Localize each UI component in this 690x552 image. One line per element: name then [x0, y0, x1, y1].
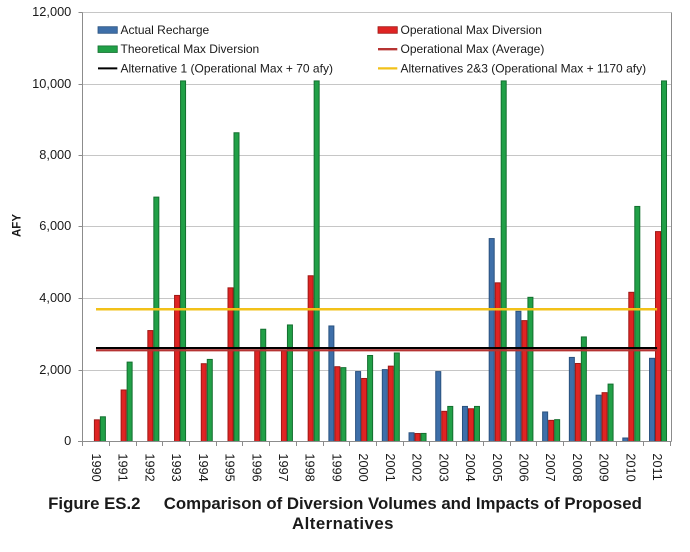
svg-text:Actual Recharge: Actual Recharge: [121, 23, 210, 37]
svg-text:1999: 1999: [329, 453, 343, 481]
svg-text:Alternatives 2&3 (Operational: Alternatives 2&3 (Operational Max + 1170…: [401, 61, 647, 75]
svg-text:2003: 2003: [436, 453, 450, 481]
svg-text:2011: 2011: [650, 453, 664, 480]
svg-text:2001: 2001: [383, 453, 397, 481]
svg-text:1995: 1995: [223, 453, 237, 481]
svg-text:2005: 2005: [490, 453, 504, 481]
svg-text:1996: 1996: [249, 453, 263, 481]
svg-text:2010: 2010: [623, 453, 637, 481]
svg-text:2002: 2002: [410, 453, 424, 481]
svg-text:1998: 1998: [303, 453, 317, 481]
svg-text:1991: 1991: [116, 453, 130, 481]
svg-text:AFY: AFY: [12, 214, 24, 237]
svg-text:1997: 1997: [276, 453, 290, 481]
svg-text:Figure ES.2 Comparison of: Figure ES.2 Comparison of Diversion Volu…: [48, 494, 642, 513]
svg-text:0: 0: [64, 433, 71, 448]
svg-text:12,000: 12,000: [32, 4, 71, 19]
svg-text:2004: 2004: [463, 453, 477, 481]
svg-text:1992: 1992: [142, 453, 156, 481]
svg-text:Alternatives: Alternatives: [292, 514, 394, 533]
svg-text:2006: 2006: [517, 453, 531, 481]
svg-text:Theoretical Max Diversion: Theoretical Max Diversion: [121, 42, 260, 56]
svg-text:8,000: 8,000: [39, 147, 71, 162]
svg-text:4,000: 4,000: [39, 290, 71, 305]
svg-text:2007: 2007: [543, 453, 557, 481]
svg-text:10,000: 10,000: [32, 76, 71, 91]
svg-text:Operational Max (Average): Operational Max (Average): [401, 42, 545, 56]
svg-text:6,000: 6,000: [39, 218, 71, 233]
svg-text:1993: 1993: [169, 453, 183, 481]
svg-text:2000: 2000: [356, 453, 370, 481]
svg-text:1990: 1990: [89, 453, 103, 481]
svg-text:Alternative 1 (Operational Max: Alternative 1 (Operational Max + 70 afy): [121, 61, 333, 75]
svg-text:2008: 2008: [570, 453, 584, 481]
svg-text:Operational Max Diversion: Operational Max Diversion: [401, 23, 542, 37]
svg-text:1994: 1994: [196, 453, 210, 481]
svg-text:2,000: 2,000: [39, 362, 71, 377]
svg-text:2009: 2009: [597, 453, 611, 481]
